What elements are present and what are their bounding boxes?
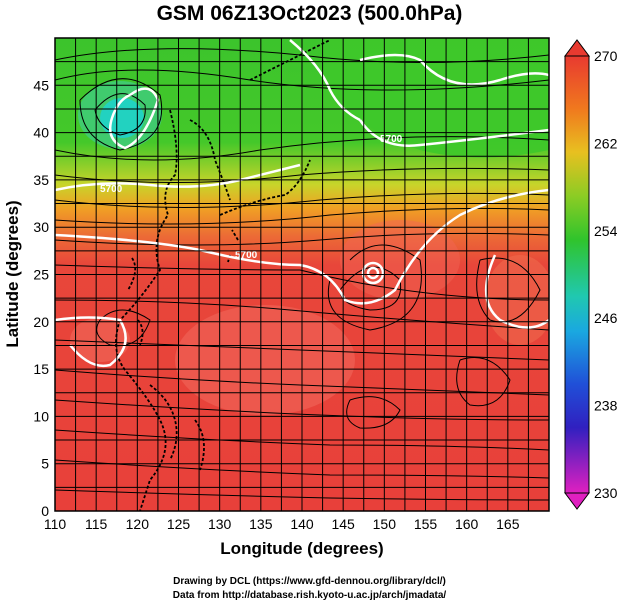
y-tick-label: 40: [33, 125, 49, 141]
y-tick-label: 0: [41, 503, 49, 519]
colorbar-tick-label: 254: [594, 223, 618, 239]
colorbar-tick-label: 246: [594, 310, 618, 326]
x-tick-label: 140: [290, 516, 314, 532]
x-tick-label: 150: [373, 516, 397, 532]
y-axis-label: Latitude (degrees): [3, 200, 22, 347]
x-tick-label: 130: [208, 516, 232, 532]
x-tick-label: 165: [496, 516, 520, 532]
y-tick-label: 20: [33, 314, 49, 330]
x-tick-labels: 110 115 120 125 130 135 140 145 150 155 160 165: [44, 516, 520, 532]
colorbar-tick-label: 238: [594, 398, 618, 414]
credit-data-source: Data from http://database.rish.kyoto-u.a…: [172, 590, 447, 601]
x-tick-label: 135: [249, 516, 273, 532]
x-tick-label: 110: [44, 516, 67, 532]
y-tick-label: 35: [33, 172, 49, 188]
colorbar-body: [564, 55, 590, 494]
x-tick-label: 145: [331, 516, 355, 532]
grid-lines: [54, 37, 550, 512]
colorbar-bottom-arrow: [564, 492, 590, 510]
x-axis-label: Longitude (degrees): [220, 539, 383, 558]
colorbar: 270 262 254 246 238 230: [564, 39, 618, 510]
contour-label: 5700: [235, 250, 258, 261]
colorbar-tick-labels: 270 262 254 246 238 230: [594, 48, 618, 501]
colorbar-tick-label: 230: [594, 485, 618, 501]
y-tick-label: 30: [33, 219, 49, 235]
y-tick-label: 10: [33, 408, 49, 424]
colorbar-tick-label: 270: [594, 48, 618, 64]
y-tick-label: 5: [41, 456, 49, 472]
x-tick-label: 120: [126, 516, 150, 532]
wind-streamlines: [55, 48, 549, 501]
x-tick-label: 155: [414, 516, 438, 532]
colorbar-tick-label: 262: [594, 135, 618, 151]
chart-title: GSM 06Z13Oct2023 (500.0hPa): [156, 2, 463, 25]
x-tick-label: 125: [167, 516, 191, 532]
x-tick-label: 160: [455, 516, 479, 532]
x-tick-label: 115: [85, 516, 108, 532]
y-tick-label: 15: [33, 361, 49, 377]
y-tick-labels: 0 5 10 15 20 25 30 35 40 45: [33, 77, 49, 519]
colorbar-top-arrow: [564, 39, 590, 57]
credit-drawing: Drawing by DCL (https://www.gfd-dennou.o…: [173, 576, 446, 587]
y-tick-label: 45: [33, 77, 49, 93]
plot-frame: [54, 37, 550, 512]
y-tick-label: 25: [33, 267, 49, 283]
contour-label: 5700: [100, 184, 123, 195]
contour-label: 5700: [380, 134, 403, 145]
